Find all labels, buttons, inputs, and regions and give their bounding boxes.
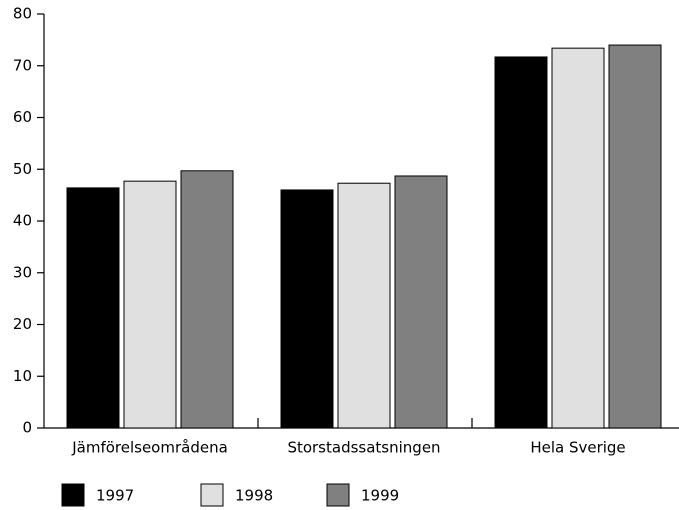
legend-label: 1999 [361,487,399,505]
y-tick-label: 60 [13,108,32,126]
bar [394,175,448,429]
x-tick-label: Jämförelseområdena [71,439,228,457]
bar [494,56,548,429]
bar [337,182,391,429]
y-tick-label: 40 [13,212,32,230]
y-tick-label: 50 [13,160,32,178]
bar [551,47,605,429]
legend-label: 1998 [235,487,273,505]
y-tick-label: 10 [13,367,32,385]
y-tick-label: 0 [22,419,32,437]
y-tick-label: 70 [13,56,32,74]
bar [66,187,120,429]
legend-swatch [200,483,224,507]
bar [180,170,234,429]
y-tick-label: 30 [13,263,32,281]
legend-swatch [326,483,350,507]
bar [608,44,662,429]
y-tick-label: 80 [13,5,32,23]
x-tick-label: Storstadssatsningen [287,439,440,457]
y-tick-label: 20 [13,315,32,333]
legend-label: 1997 [96,487,134,505]
legend-swatch [61,483,85,507]
x-tick-label: Hela Sverige [530,439,625,457]
bar [123,180,177,429]
bar [280,189,334,429]
